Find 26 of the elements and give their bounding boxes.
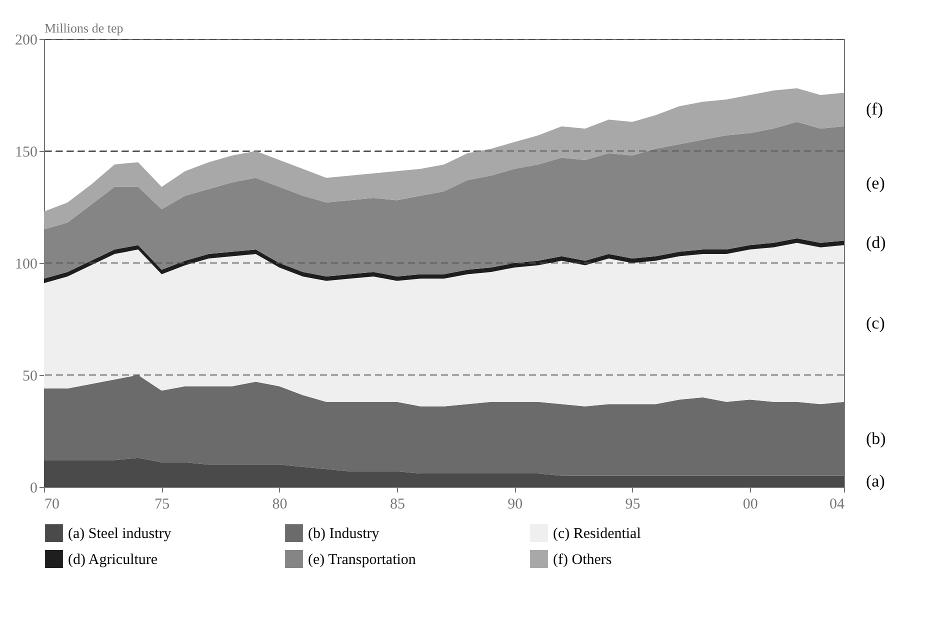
x-tick-label: 70	[44, 496, 60, 512]
text: (e)	[866, 173, 885, 192]
x-tick-label: 90	[508, 496, 523, 512]
y-tick-label: 50	[22, 368, 38, 384]
y-tick-label: 0	[30, 480, 38, 496]
legend-label: (b) Industry	[308, 526, 380, 542]
text: (f)	[866, 100, 883, 119]
text: (b)	[866, 428, 886, 448]
x-tick-label: 85	[390, 496, 405, 512]
x-tick-label: 95	[625, 496, 640, 512]
text: (d)	[866, 232, 886, 252]
text: (c)	[866, 313, 885, 332]
y-tick-label: 100	[15, 256, 38, 272]
y-axis-title: Millions de tep	[44, 20, 124, 36]
x-tick-label: 04	[830, 496, 845, 512]
legend-label: (d) Agriculture	[68, 552, 158, 568]
text: (a)	[866, 471, 885, 490]
x-tick-label: 75	[154, 496, 170, 512]
legend-label: (a) Steel industry	[68, 526, 172, 542]
legend-label: (c) Residential	[553, 526, 641, 542]
y-tick-label: 200	[15, 32, 38, 48]
legend-label: (e) Transportation	[308, 552, 416, 568]
x-tick-label: 00	[742, 496, 758, 512]
legend-label: (f) Others	[553, 552, 612, 568]
x-tick-label: 80	[272, 496, 288, 512]
y-tick-label: 150	[15, 144, 38, 160]
